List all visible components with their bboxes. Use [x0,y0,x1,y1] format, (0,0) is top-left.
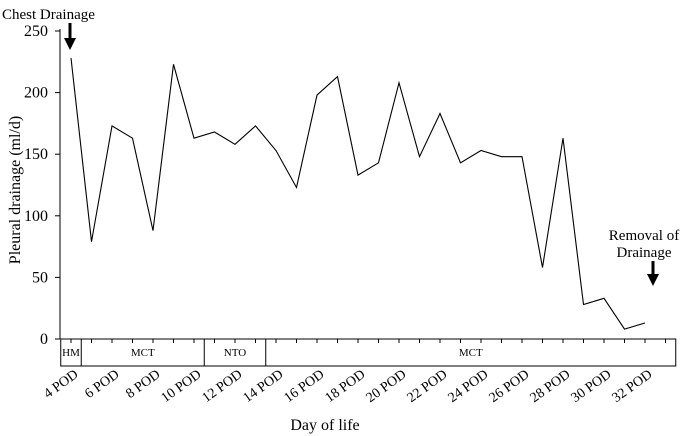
arrow-head-icon [647,274,659,286]
arrow-head-icon [64,38,76,50]
band-label: MCT [459,347,483,359]
band-label: MCT [131,347,155,359]
feeding-band-strip: HM MCT NTO MCT [60,338,677,367]
annotation-text: Drainage [617,245,672,261]
band-strip-frame [60,338,677,367]
y-tick-label: 250 [24,23,48,40]
x-tick-label: 14 POD [241,367,287,406]
x-tick-label: 28 POD [528,367,574,406]
y-tick-label: 50 [32,269,48,286]
x-tick-label: 18 POD [323,367,369,406]
x-axis-label: Day of life [290,417,359,434]
x-tick-label: 12 POD [200,367,246,406]
annotation-text: Chest Drainage [2,7,95,23]
x-tick-label: 4 POD [41,367,81,402]
x-tick-label: 10 POD [159,367,205,406]
y-tick-label: 0 [40,331,48,348]
x-tick-label: 26 POD [487,367,533,406]
y-axis: 0 50 100 150 200 250 [24,23,61,348]
x-tick-label: 6 POD [82,367,122,402]
annotation-text: Removal of [609,228,679,244]
x-tick-label: 20 POD [364,367,410,406]
band-label: HM [62,347,80,359]
y-tick-label: 100 [24,208,48,225]
x-tick-label: 22 POD [405,367,451,406]
x-tick-label: 30 POD [569,367,615,406]
x-tick-label: 8 POD [123,367,163,402]
y-tick-label: 200 [24,85,48,102]
x-tick-label: 16 POD [282,367,328,406]
y-tick-label: 150 [24,146,48,163]
y-axis-label: Pleural drainage (ml/d) [7,116,24,264]
series-layer [70,58,646,330]
x-tick-label: 32 POD [610,367,656,406]
x-tick-label: 24 POD [446,367,492,406]
drainage-series-line [70,58,646,330]
band-label: NTO [224,347,246,359]
